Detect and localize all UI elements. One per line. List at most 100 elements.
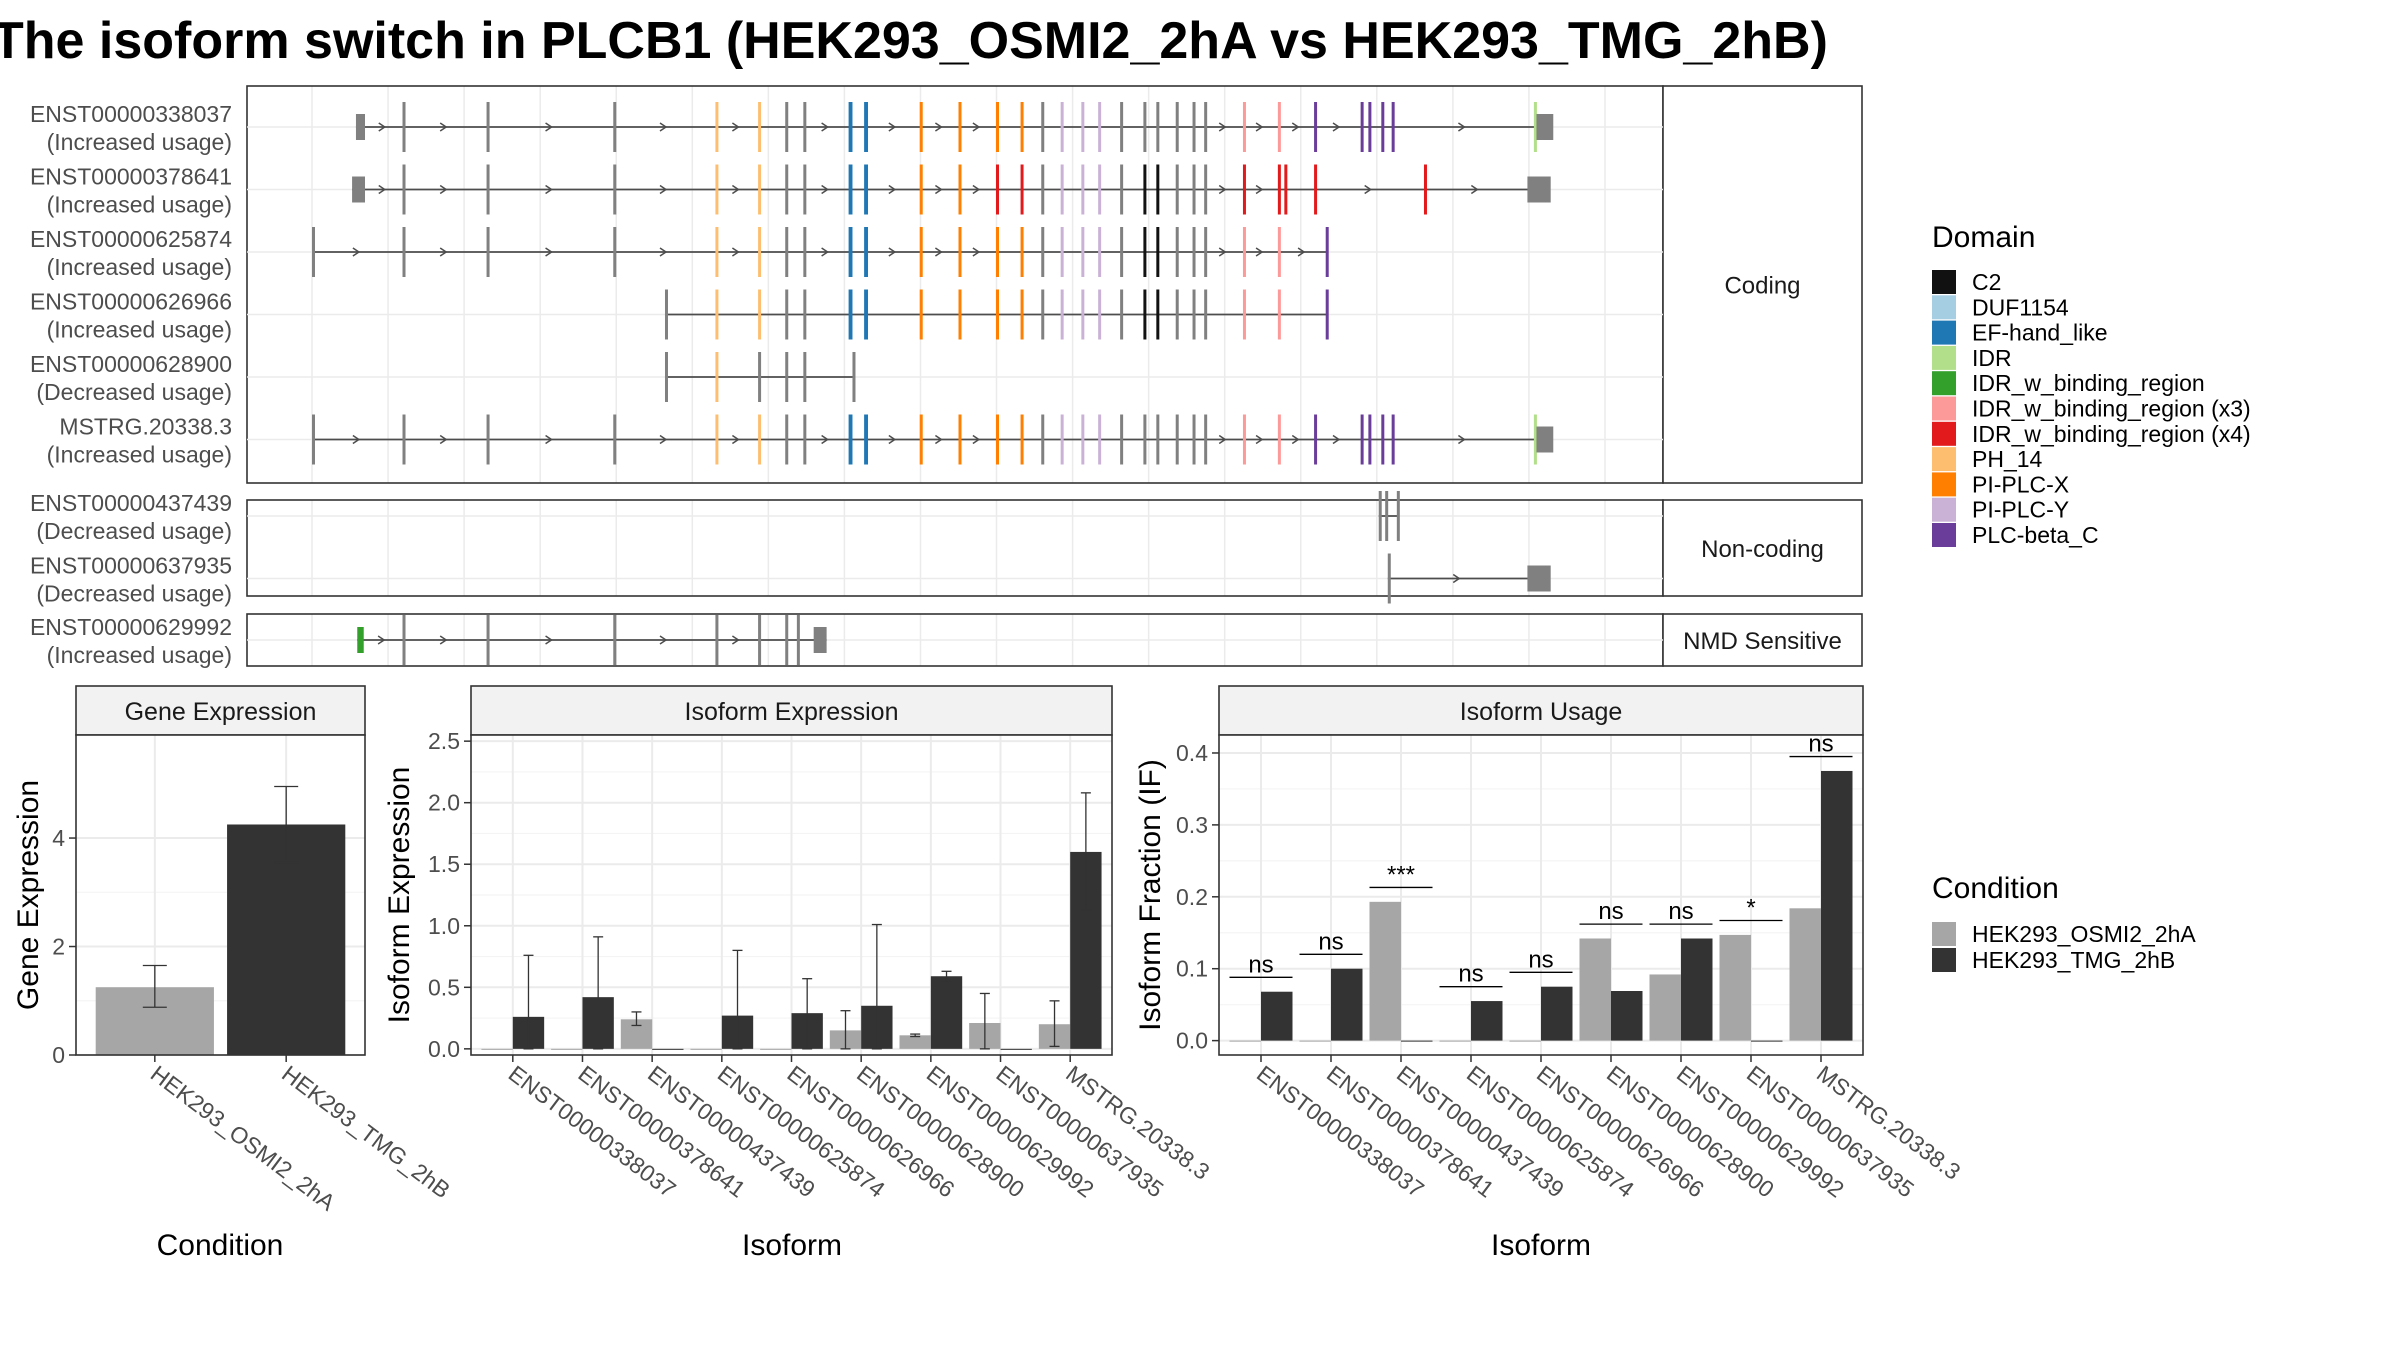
significance-label: ns — [1598, 898, 1623, 925]
bar — [1331, 968, 1363, 1041]
bar — [1541, 986, 1573, 1041]
exon — [1060, 102, 1064, 152]
exon — [1381, 102, 1385, 152]
transcript-id-label: ENST00000437439 — [30, 490, 232, 516]
domain-legend-swatch — [1932, 447, 1956, 472]
transcript-usage-label: (Increased usage) — [47, 317, 232, 343]
facet-strip — [1662, 85, 1863, 484]
bar — [1611, 991, 1643, 1041]
exon — [1175, 414, 1179, 465]
intron-arrow — [888, 184, 897, 195]
exon — [848, 414, 853, 465]
exon — [1204, 102, 1208, 152]
exon — [1192, 102, 1196, 152]
exon — [848, 289, 853, 340]
exon — [758, 164, 762, 215]
exon — [613, 164, 617, 215]
y-tick-label: 0.1 — [1176, 956, 1208, 982]
bar — [1439, 1040, 1471, 1042]
exon — [1041, 414, 1045, 465]
intron-arrow — [1255, 184, 1264, 195]
transcript-usage-label: (Increased usage) — [47, 192, 232, 218]
intron-arrow — [378, 184, 387, 195]
exon — [1060, 289, 1064, 340]
exon — [1360, 102, 1364, 152]
domain-legend-label: PH_14 — [1972, 446, 2043, 472]
exon — [1156, 164, 1160, 215]
x-axis-label: Isoform — [1491, 1229, 1591, 1262]
intron-arrow — [1255, 122, 1264, 132]
exon — [864, 227, 868, 277]
domain-legend-label: IDR — [1972, 345, 2012, 371]
transcript-row-ENST00000378641: ENST00000378641(Increased usage) — [30, 164, 1663, 218]
exon — [958, 164, 962, 215]
exon — [1533, 414, 1537, 465]
x-axis-label: Condition — [157, 1229, 284, 1262]
exon — [758, 289, 762, 340]
y-tick-label: 0.0 — [428, 1036, 460, 1062]
exon — [919, 102, 923, 152]
exon — [1120, 102, 1124, 152]
exon — [1156, 289, 1160, 340]
intron-arrow — [659, 635, 668, 645]
exon — [402, 102, 406, 152]
exon — [1143, 164, 1147, 215]
exon — [1378, 491, 1382, 541]
facet-strip — [1662, 613, 1863, 667]
exon — [785, 352, 789, 402]
intron-arrow — [821, 247, 829, 257]
intron-arrow — [1452, 573, 1461, 584]
exon — [312, 414, 315, 465]
exon — [1060, 227, 1064, 277]
exon — [919, 289, 923, 340]
facet-border — [246, 85, 1664, 484]
exon — [1041, 102, 1045, 152]
intron-arrow — [659, 184, 668, 195]
y-tick-label: 4 — [52, 825, 65, 851]
intron-arrow — [1291, 122, 1300, 132]
exon — [864, 102, 868, 152]
domain-legend-label: DUF1154 — [1972, 294, 2069, 320]
domain-legend-label: EF-hand_like — [1972, 320, 2108, 346]
exon — [1368, 414, 1372, 465]
exon — [1314, 164, 1318, 215]
intron-arrow — [1218, 122, 1227, 132]
chart-strip — [75, 685, 366, 736]
exon — [1360, 414, 1364, 465]
y-tick-label: 2 — [52, 934, 65, 960]
intron-arrow — [1255, 247, 1264, 257]
domain-legend-swatch — [1932, 320, 1956, 345]
exon — [1156, 227, 1160, 277]
facet-panel-0: Coding — [246, 85, 1863, 484]
exon — [1041, 227, 1045, 277]
bar — [1000, 1048, 1032, 1050]
exon — [402, 615, 406, 665]
transcript-row-ENST00000626966: ENST00000626966(Increased usage) — [30, 289, 1663, 343]
exon — [1020, 227, 1024, 277]
exon — [1175, 102, 1179, 152]
intron-arrow — [731, 434, 740, 445]
intron-arrow — [1291, 434, 1300, 445]
transcript-row-ENST00000637935: ENST00000637935(Decreased usage) — [30, 553, 1663, 607]
transcript-id-label: ENST00000338037 — [30, 101, 232, 127]
intron-arrow — [1332, 122, 1341, 132]
intron-arrow — [439, 184, 448, 195]
intron-arrow — [545, 247, 553, 257]
intron-arrow — [352, 434, 361, 445]
exon — [785, 414, 789, 465]
transcript-row-ENST00000625874: ENST00000625874(Increased usage) — [30, 226, 1663, 280]
exon — [995, 289, 999, 340]
facet-border — [246, 499, 1664, 597]
intron-arrow — [934, 434, 943, 445]
transcript-id-label: ENST00000625874 — [30, 226, 232, 252]
bar — [760, 1048, 792, 1050]
exon — [1081, 414, 1085, 465]
exon — [1204, 414, 1208, 465]
facet-panel-2: NMD Sensitive — [246, 613, 1863, 667]
y-tick-label: 0 — [52, 1042, 65, 1068]
exon — [486, 227, 490, 277]
transcript-row-MSTRG.20338.3: MSTRG.20338.3(Increased usage) — [47, 414, 1663, 468]
transcript-usage-label: (Increased usage) — [47, 254, 232, 280]
intron-arrow — [545, 122, 553, 132]
